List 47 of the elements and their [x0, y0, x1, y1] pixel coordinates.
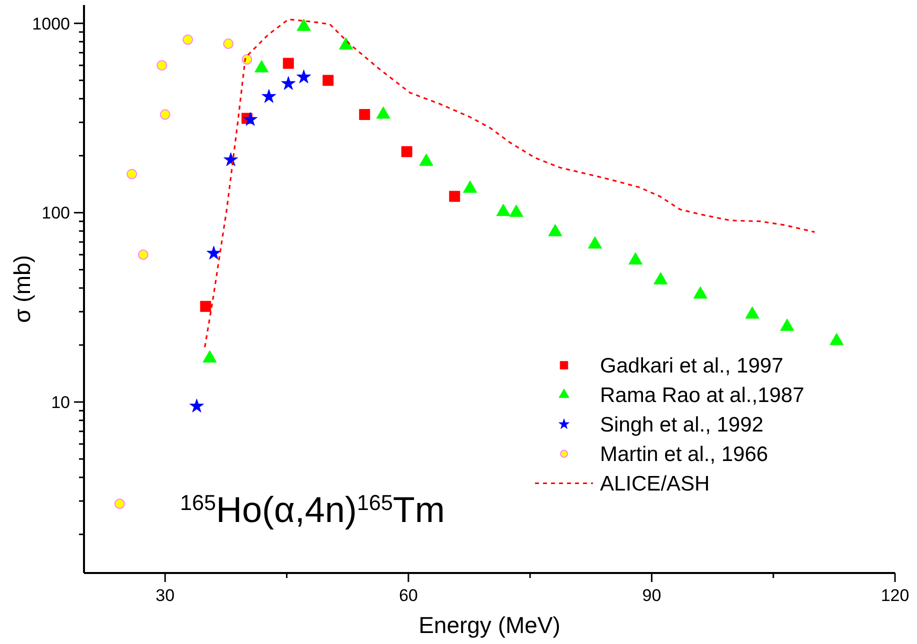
point	[449, 190, 460, 202]
point	[243, 112, 258, 126]
y-axis-title: σ (mb)	[9, 255, 35, 323]
point	[322, 74, 334, 86]
point	[419, 154, 434, 166]
point	[830, 332, 844, 346]
y-tick-label: 100	[42, 204, 70, 223]
y-tick-label: 10	[51, 392, 70, 412]
legend-label: ALICE/ASH	[600, 472, 710, 496]
point	[126, 168, 138, 180]
y-tick-label: 1000	[32, 14, 70, 34]
legend-label: Rama Rao at al.,1987	[600, 384, 804, 408]
point	[376, 106, 390, 119]
point	[745, 306, 760, 319]
point	[202, 350, 217, 363]
point	[509, 204, 524, 217]
x-tick-label: 60	[398, 586, 418, 605]
point	[182, 34, 194, 45]
point	[262, 89, 276, 103]
point	[296, 70, 311, 84]
point	[628, 252, 643, 265]
legend-label: Martin et al., 1966	[600, 443, 768, 466]
point	[359, 109, 370, 120]
legend-label: Gadkari et al., 1997	[600, 354, 784, 378]
point	[156, 60, 168, 71]
point	[224, 152, 238, 166]
point	[780, 318, 794, 331]
annotation: $^{165}$Ho(α,4n)$^{165}$Tm	[180, 489, 445, 530]
point	[138, 249, 148, 260]
x-tick-label: 90	[642, 586, 662, 605]
line-series	[204, 18, 816, 348]
point	[588, 236, 602, 249]
point	[693, 286, 708, 299]
x-tick-label: 30	[156, 586, 175, 605]
x-axis-title: Energy (MeV)	[418, 612, 560, 638]
legend-label: Singh et al., 1992	[600, 414, 764, 437]
point	[160, 109, 170, 120]
point	[401, 146, 412, 158]
point	[206, 246, 221, 260]
x-tick-label: 120	[880, 586, 910, 605]
point	[462, 180, 478, 193]
point	[281, 76, 296, 90]
point	[654, 272, 668, 284]
point	[223, 38, 234, 49]
point	[548, 224, 562, 236]
point	[496, 204, 510, 216]
point	[282, 58, 294, 69]
